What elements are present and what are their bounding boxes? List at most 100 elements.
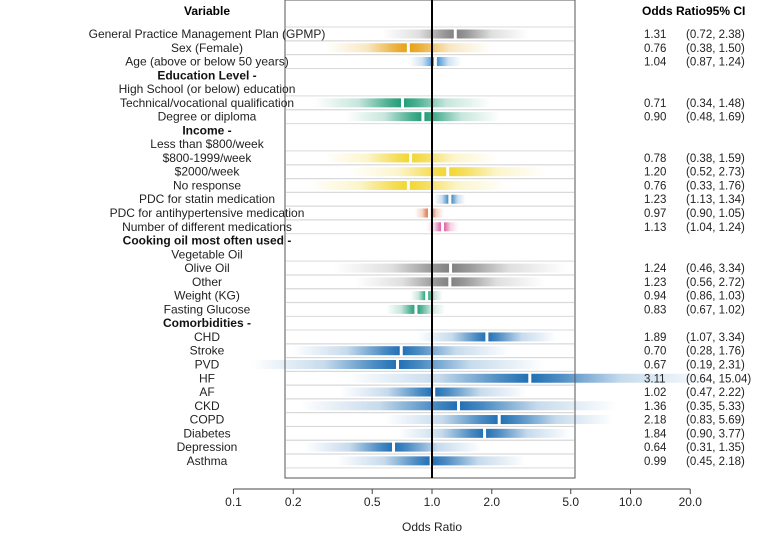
odds-ratio-value: 0.90 [644, 112, 666, 124]
odds-ratio-value: 1.04 [644, 57, 667, 69]
section-header: Income - [182, 123, 231, 137]
row-label: Sex (Female) [171, 41, 243, 55]
odds-ratio-value: 0.94 [644, 291, 667, 303]
point-estimate [400, 97, 404, 108]
odds-ratio-value: 1.13 [644, 222, 666, 234]
point-estimate [483, 428, 487, 439]
ci-value: (0.67, 1.02) [686, 304, 745, 316]
row-label: Number of different medications [122, 220, 292, 234]
x-tick-label: 0.5 [364, 495, 381, 509]
point-estimate [528, 373, 532, 384]
point-estimate [427, 208, 431, 219]
ci-value: (0.38, 1.59) [686, 153, 745, 165]
row-dividers [286, 26, 574, 469]
ci-value: (0.35, 5.33) [686, 401, 745, 413]
x-axis-title: Odds Ratio [402, 520, 462, 534]
ci-value: (0.34, 1.48) [686, 98, 745, 110]
ci-value: (0.64, 15.04) [686, 373, 751, 385]
ci-value: (0.38, 1.50) [686, 43, 745, 55]
point-estimate [448, 276, 452, 287]
odds-ratio-value: 0.76 [644, 180, 666, 192]
x-axis: 0.1 0.2 0.5 1.0 2.0 5.0 10.0 20.0 [225, 488, 703, 509]
ci-value: (0.45, 2.18) [686, 456, 745, 468]
ci-value: (0.72, 2.38) [686, 29, 745, 41]
row-label: Age (above or below 50 years) [125, 55, 288, 69]
row-label: Fasting Glucose [164, 302, 251, 316]
ci-value: (0.56, 2.72) [686, 277, 745, 289]
row-label: Technical/vocational qualification [120, 96, 294, 110]
row-label: Olive Oil [184, 261, 229, 275]
point-estimate [485, 331, 489, 342]
row-label: High School (or below) education [119, 82, 296, 96]
point-estimate [441, 221, 445, 232]
x-tick-label: 2.0 [483, 495, 500, 509]
ci-value: (0.19, 2.31) [686, 359, 745, 371]
point-estimate [432, 387, 436, 398]
ci-value: (1.13, 1.34) [686, 194, 745, 206]
row-label: Depression [177, 440, 238, 454]
estimate-columns: 1.31 (0.72, 2.38) 0.76 (0.38, 1.50) 1.04 (0.8… [644, 29, 751, 468]
point-estimate [446, 166, 450, 177]
ci-value: (0.87, 1.24) [686, 57, 745, 69]
odds-ratio-value: 1.23 [644, 277, 666, 289]
section-header: Cooking oil most often used - [123, 234, 292, 248]
ci-value: (0.31, 1.35) [686, 442, 745, 454]
row-label: General Practice Management Plan (GPMP) [89, 27, 326, 41]
point-estimate [448, 194, 452, 205]
or-header: Odds Ratio [642, 4, 706, 18]
odds-ratio-value: 3.11 [644, 373, 666, 385]
point-estimate [497, 414, 501, 425]
row-labels: General Practice Management Plan (GPMP)S… [89, 27, 326, 468]
point-estimate [392, 442, 396, 453]
row-label: No response [173, 178, 241, 192]
x-tick-label: 20.0 [679, 495, 703, 509]
ci-value: (0.52, 2.73) [686, 167, 745, 179]
row-label: Degree or diploma [158, 110, 257, 124]
odds-ratio-value: 1.24 [644, 263, 667, 275]
ci-value: (0.46, 3.34) [686, 263, 745, 275]
row-label: Stroke [190, 344, 225, 358]
point-estimate [449, 263, 453, 274]
point-estimate [457, 400, 461, 411]
odds-ratio-value: 1.20 [644, 167, 666, 179]
point-estimate [425, 290, 429, 301]
ci-value: (0.86, 1.03) [686, 291, 745, 303]
odds-ratio-value: 0.83 [644, 304, 666, 316]
point-estimate [399, 345, 403, 356]
odds-ratio-value: 0.64 [644, 442, 667, 454]
x-tick-label: 0.1 [225, 495, 242, 509]
point-estimate [406, 180, 410, 191]
odds-ratio-value: 1.36 [644, 401, 666, 413]
row-label: Asthma [187, 454, 228, 468]
point-estimate [453, 29, 457, 39]
row-label: CHD [194, 330, 220, 344]
point-estimate [414, 304, 418, 315]
section-header: Comorbidities - [163, 316, 251, 330]
odds-ratio-value: 1.02 [644, 387, 666, 399]
row-label: Vegetable Oil [171, 247, 242, 261]
odds-ratio-value: 1.89 [644, 332, 666, 344]
odds-ratio-value: 0.99 [644, 456, 666, 468]
ci-value: (0.33, 1.76) [686, 180, 745, 192]
x-tick-label: 5.0 [562, 495, 579, 509]
row-label: PVD [195, 357, 220, 371]
ci-value: (1.07, 3.34) [686, 332, 745, 344]
section-header: Education Level - [157, 68, 256, 82]
odds-ratio-value: 0.78 [644, 153, 666, 165]
odds-ratio-value: 0.71 [644, 98, 666, 110]
ci-value: (0.28, 1.76) [686, 346, 745, 358]
odds-ratio-value: 0.70 [644, 346, 666, 358]
odds-ratio-value: 1.84 [644, 428, 667, 440]
odds-ratio-value: 0.67 [644, 359, 666, 371]
point-estimate [409, 152, 413, 163]
row-label: PDC for statin medication [139, 192, 275, 206]
row-label: PDC for antihypertensive medication [110, 206, 305, 220]
row-label: Diabetes [183, 426, 230, 440]
x-tick-label: 10.0 [619, 495, 643, 509]
x-tick-label: 1.0 [424, 495, 441, 509]
row-label: COPD [190, 413, 225, 427]
row-label: Weight (KG) [174, 289, 240, 303]
row-label: $800-1999/week [163, 151, 253, 165]
ci-value: (0.90, 3.77) [686, 428, 745, 440]
